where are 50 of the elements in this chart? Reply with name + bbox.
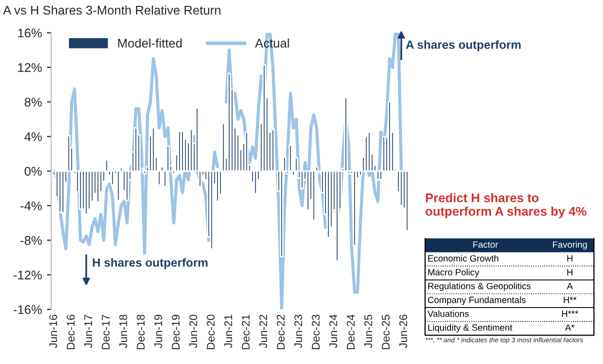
text: H** [564, 296, 576, 303]
x-tick-label: Dec-24 [346, 314, 355, 350]
x-tick-label: Dec-18 [136, 314, 145, 350]
x-tick-label: Jun-24 [329, 314, 338, 348]
annotation: A shares outperform [406, 40, 521, 52]
x-tick-label: Dec-16 [66, 314, 75, 350]
x-tick-label: Jun-16 [49, 314, 58, 348]
x-tick-label: Jun-25 [364, 314, 372, 348]
x-tick-label: Dec-23 [312, 314, 320, 350]
x-tick-label: Dec-22 [276, 314, 285, 350]
y-tick-label: -12% [14, 270, 42, 280]
x-tick-label: Jun-20 [189, 314, 198, 348]
text: H*** [562, 310, 578, 317]
y-tick-label: -16% [14, 305, 42, 314]
text: Regulations & Geopolitics [428, 282, 531, 292]
x-tick-label: Dec-19 [172, 314, 180, 350]
y-tick-label: 0% [24, 166, 42, 176]
annotation: H shares outperform [92, 258, 208, 270]
text: H [567, 269, 572, 276]
y-tick-label: 8% [24, 98, 42, 107]
text: Predict H shares to outperform A shares by 4% [426, 193, 586, 218]
legend-label: Actual [255, 38, 289, 48]
text: Liquidity & Sentiment [428, 324, 512, 333]
y-tick-label: 4% [24, 132, 42, 142]
text: A* [565, 324, 574, 331]
x-tick-label: Jun-22 [259, 314, 268, 348]
text: Factor [473, 241, 498, 248]
y-tick-label: -4% [20, 202, 42, 210]
text: Valuations [428, 310, 469, 317]
y-tick-label: -8% [20, 236, 42, 245]
x-tick-label: Dec-20 [206, 314, 215, 350]
text: Company Fundamentals [428, 296, 526, 305]
text: Economic Growth [428, 254, 498, 262]
chart-title: A vs H Shares 3-Month Relative Return [3, 5, 220, 15]
x-tick-label: Jun-21 [224, 314, 232, 348]
x-tick-label: Dec-17 [102, 314, 110, 350]
y-tick-label: 12% [18, 63, 42, 72]
text: Macro Policy [428, 268, 480, 278]
x-tick-label: Dec-21 [242, 314, 250, 350]
x-tick-label: Jun-17 [84, 314, 92, 348]
x-tick-label: Jun-23 [294, 314, 302, 348]
x-tick-label: Jun-18 [119, 314, 128, 348]
x-tick-label: Jun-19 [154, 314, 162, 348]
text: H [567, 255, 572, 262]
text: A [566, 282, 573, 290]
x-tick-label: Dec-25 [382, 314, 390, 350]
x-tick-label: Jun-26 [399, 314, 408, 348]
y-tick-label: 16% [18, 28, 42, 38]
legend-label: Model-fitted [118, 38, 182, 48]
text: Favoring [553, 241, 587, 250]
